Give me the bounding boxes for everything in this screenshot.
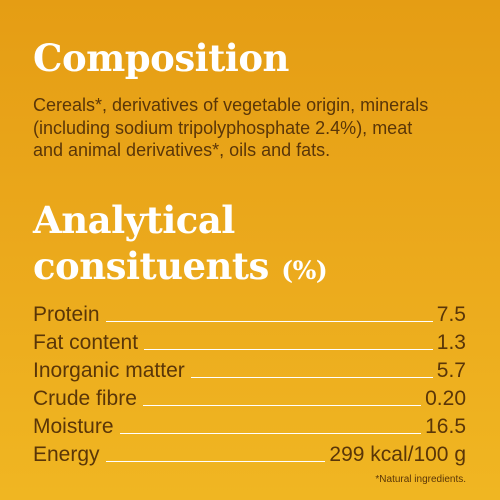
composition-text: Cereals*, derivatives of vegetable origi… — [33, 94, 428, 162]
row-label: Fat content — [33, 331, 139, 354]
text-line: and animal derivatives*, oils and fats. — [33, 140, 331, 160]
table-row: Protein 7.5 — [33, 299, 466, 327]
separator — [105, 461, 326, 462]
text-line: (including sodium tripolyphosphate 2.4%)… — [33, 117, 413, 138]
row-value: 1.3 — [436, 331, 466, 354]
row-label: Moisture — [33, 415, 114, 438]
footnote: *Natural ingredients. — [375, 474, 466, 485]
analytical-title-line: consituents — [33, 244, 269, 288]
row-label: Inorganic matter — [33, 359, 185, 382]
separator — [119, 433, 422, 434]
table-row: Fat content 1.3 — [33, 327, 466, 355]
text-line: Cereals*, derivatives of vegetable origi… — [33, 95, 429, 115]
separator — [142, 405, 422, 406]
table-row: Inorganic matter 5.7 — [33, 355, 466, 383]
separator — [105, 321, 433, 322]
constituents-table: Protein 7.5 Fat content 1.3 Inorganic matter… — [33, 299, 466, 467]
row-value: 7.5 — [436, 303, 466, 326]
table-row: Energy 299 kcal/100 g — [33, 439, 466, 467]
row-value: 5.7 — [436, 359, 466, 382]
separator — [190, 377, 433, 378]
row-value: 16.5 — [425, 415, 466, 438]
row-value: 0.20 — [425, 387, 466, 410]
row-label: Crude fibre — [33, 387, 137, 410]
row-label: Energy — [33, 443, 100, 466]
table-row: Moisture 16.5 — [33, 411, 466, 439]
analytical-title: Analytical — [33, 198, 235, 242]
unit: (%) — [281, 256, 328, 285]
table-row: Crude fibre 0.20 — [33, 383, 466, 411]
row-value: 299 kcal/100 g — [329, 443, 466, 466]
separator — [144, 349, 433, 350]
row-label: Protein — [33, 303, 100, 326]
analytical-title: consituents (%) — [33, 244, 328, 288]
composition-title: Composition — [33, 36, 289, 80]
